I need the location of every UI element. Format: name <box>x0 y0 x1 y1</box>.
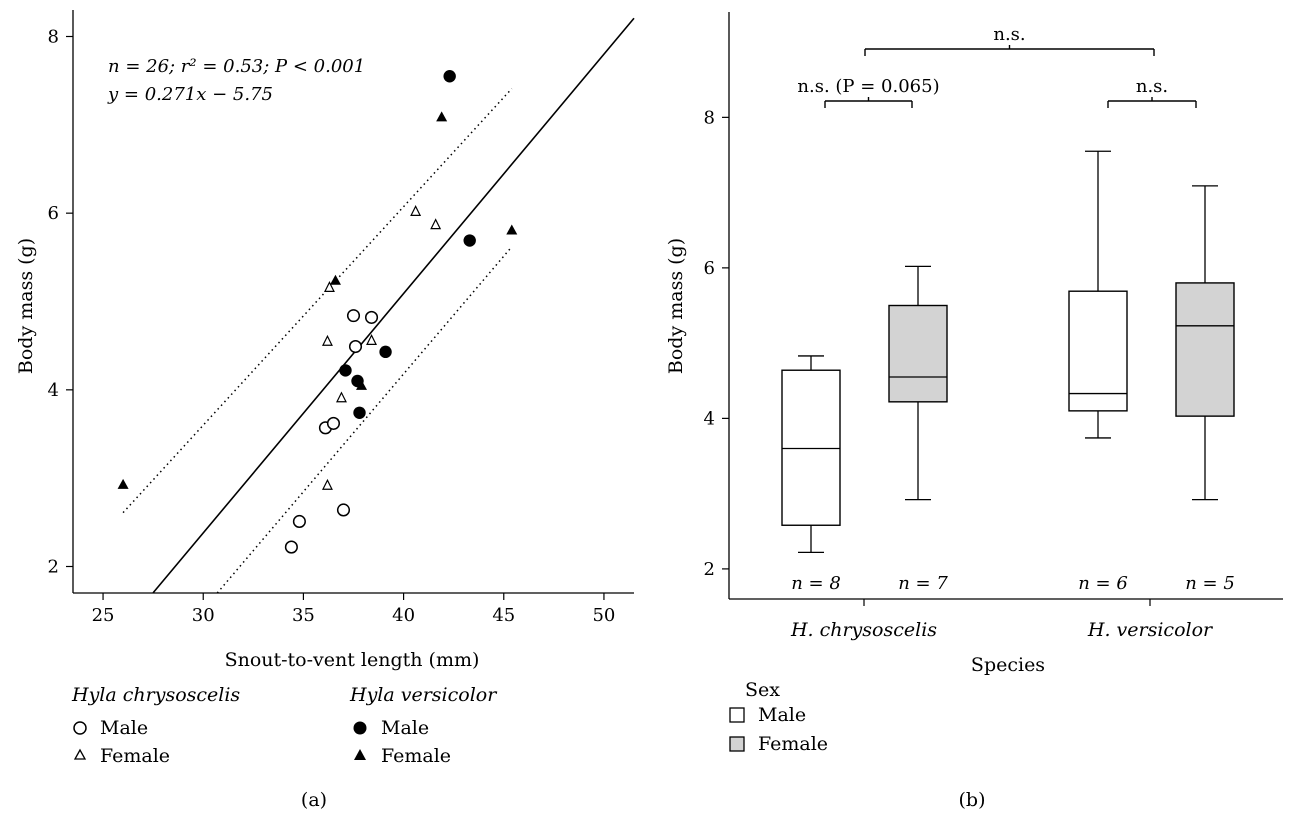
point-versicolor-male <box>353 406 366 419</box>
regression-line <box>152 17 635 594</box>
bracket-versicolor: n.s. <box>1107 76 1197 108</box>
point-chrysoscelis-male <box>364 310 379 324</box>
panel-a-x-ticks: 25 30 35 40 45 50 <box>92 593 615 626</box>
point-chrysoscelis-female <box>336 391 347 403</box>
panel-b: 2 4 6 8 n = 8 n = 7 n = 6 n = 5 n.s. (P = 0.06… <box>665 12 1283 811</box>
point-versicolor-female <box>356 379 368 390</box>
point-versicolor-male <box>443 70 456 83</box>
x-tick-label: 45 <box>492 605 515 626</box>
panel-a-points <box>117 70 518 554</box>
male-swatch-icon <box>729 707 745 723</box>
category-label: H. chrysoscelis <box>790 619 937 641</box>
significance-label: n.s. <box>993 24 1025 45</box>
sample-size-label: n = 8 <box>791 573 841 594</box>
point-chrysoscelis-female <box>366 334 378 345</box>
y-tick-label: 4 <box>48 380 59 401</box>
point-versicolor-female <box>117 478 129 489</box>
significance-brackets: n.s. (P = 0.065) n.s. n.s. <box>797 24 1197 108</box>
box-male: n = 6 <box>1068 150 1128 594</box>
x-tick-label: 35 <box>292 605 315 626</box>
x-tick-label: 25 <box>92 605 115 626</box>
point-versicolor-male <box>463 234 476 247</box>
filled-circle-icon <box>353 721 367 735</box>
regression-fit-line <box>152 17 635 594</box>
panel-a-legend: Hyla chrysoscelis Male Female Hyla versi… <box>71 684 498 767</box>
point-chrysoscelis-female <box>323 281 335 292</box>
point-chrysoscelis-female <box>321 334 333 346</box>
x-tick-label: 30 <box>192 605 215 626</box>
x-tick-label: 50 <box>592 605 615 626</box>
point-chrysoscelis-male <box>326 416 341 430</box>
legend-item-label: Male <box>381 717 429 739</box>
legend-item-label: Female <box>381 745 451 767</box>
legend-item-label: Female <box>758 733 828 755</box>
point-chrysoscelis-male <box>336 503 351 517</box>
panel-b-y-ticks: 2 4 6 8 <box>704 107 729 580</box>
legend-item-label: Female <box>100 745 170 767</box>
box-male: n = 8 <box>781 355 841 594</box>
panel-a-y-axis-label: Body mass (g) <box>15 238 37 374</box>
open-triangle-icon <box>73 748 87 760</box>
panel-a-y-ticks: 2 4 6 8 <box>48 27 73 578</box>
y-tick-label: 8 <box>48 27 59 48</box>
equation-annotation: y = 0.271x − 5.75 <box>107 84 273 105</box>
box-female: n = 5 <box>1175 185 1235 594</box>
female-swatch-icon <box>729 736 745 752</box>
bracket-between-species: n.s. <box>864 24 1155 56</box>
confidence-band <box>122 88 513 594</box>
y-tick-label: 6 <box>48 203 59 224</box>
point-versicolor-female <box>329 274 341 285</box>
y-tick-label: 6 <box>704 258 715 279</box>
sample-size-label: n = 6 <box>1078 573 1128 594</box>
box-iqr <box>1068 290 1128 412</box>
panel-b-x-axis-label: Species <box>971 654 1045 676</box>
confidence-band-upper <box>122 88 513 514</box>
stats-annotation: n = 26; r² = 0.53; P < 0.001 <box>108 56 365 77</box>
filled-triangle-icon <box>354 749 366 760</box>
point-chrysoscelis-male <box>348 340 363 354</box>
panel-a: 25 30 35 40 45 50 2 4 6 8 Snout-to-vent length (… <box>15 10 635 811</box>
y-tick-label: 8 <box>704 107 715 128</box>
sample-size-label: n = 7 <box>898 573 948 594</box>
confidence-band-lower <box>216 246 513 594</box>
y-tick-label: 4 <box>704 408 715 429</box>
point-versicolor-male <box>339 364 352 377</box>
point-versicolor-male <box>379 345 392 359</box>
point-chrysoscelis-female <box>410 205 422 216</box>
y-tick-label: 2 <box>48 557 59 578</box>
panel-a-x-axis-label: Snout-to-vent length (mm) <box>225 649 480 671</box>
open-circle-icon <box>73 721 87 735</box>
point-chrysoscelis-male <box>346 309 361 323</box>
panel-b-boxes: n = 8 n = 7 n = 6 n = 5 <box>781 150 1235 594</box>
bracket-chrysoscelis: n.s. (P = 0.065) <box>797 76 940 108</box>
legend-title: Sex <box>745 679 780 701</box>
sample-size-label: n = 5 <box>1185 573 1235 594</box>
panel-b-legend: Sex Male Female <box>729 679 828 755</box>
box-iqr <box>888 304 948 403</box>
point-versicolor-female <box>506 224 518 235</box>
box-female: n = 7 <box>888 265 948 594</box>
point-chrysoscelis-male <box>284 540 298 554</box>
legend-item-label: Male <box>758 704 806 726</box>
legend-group-title: Hyla chrysoscelis <box>71 684 240 706</box>
x-tick-label: 40 <box>392 605 415 626</box>
legend-item-label: Male <box>100 717 148 739</box>
point-chrysoscelis-female <box>321 478 333 490</box>
y-tick-label: 2 <box>704 559 715 580</box>
point-chrysoscelis-female <box>430 218 442 230</box>
box-iqr <box>781 369 841 526</box>
panel-b-label: (b) <box>959 789 986 811</box>
significance-label: n.s. (P = 0.065) <box>797 76 939 97</box>
panel-a-label: (a) <box>301 789 327 811</box>
category-label: H. versicolor <box>1087 619 1214 641</box>
point-versicolor-female <box>436 111 448 122</box>
box-iqr <box>1175 282 1235 417</box>
significance-label: n.s. <box>1136 76 1168 97</box>
legend-group-title: Hyla versicolor <box>349 684 498 706</box>
panel-b-y-axis-label: Body mass (g) <box>665 238 687 374</box>
panel-a-axes <box>72 10 634 594</box>
panel-b-axes <box>728 12 1283 606</box>
point-chrysoscelis-male <box>292 514 306 529</box>
